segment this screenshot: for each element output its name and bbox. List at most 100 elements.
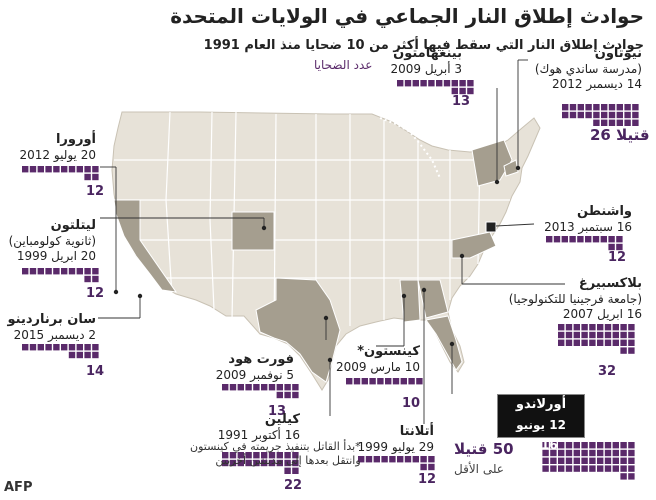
victim-count: 13 <box>268 404 287 419</box>
victim-square-orlando <box>573 442 580 449</box>
victim-square-orlando <box>597 449 604 457</box>
incident-subname: (ثانوية كولومباين) <box>8 234 96 249</box>
incident-date: 10 مارس 2009 <box>336 360 420 375</box>
victim-square-binghamton <box>404 80 412 87</box>
victim-square-orlando <box>542 442 549 449</box>
victim-square-aurora <box>76 166 83 173</box>
victim-square-sanbernardino <box>84 344 91 351</box>
victim-square-newtown <box>585 111 592 119</box>
victim-square-sanbernardino <box>92 351 99 359</box>
victim-square-killeen <box>245 452 252 459</box>
victim-square-littleton <box>92 275 99 283</box>
victim-count: 12 <box>418 472 437 487</box>
victim-square-orlando <box>597 457 604 464</box>
incident-date: 3 أبريل 2009 <box>390 62 462 77</box>
victim-square-killeen <box>284 459 291 467</box>
incident-date: 20 يوليو 2012 <box>19 148 96 163</box>
victim-square-orlando <box>565 457 573 464</box>
victim-square-atlanta <box>381 456 388 463</box>
victim-square-killeen <box>245 459 252 467</box>
incident-binghamton: بينغهامتون 3 أبريل 2009 <box>390 46 462 77</box>
victim-square-binghamton <box>428 80 435 87</box>
victim-square-kinston <box>385 378 392 385</box>
victim-square-littleton <box>76 268 83 275</box>
victim-square-blacksburg <box>573 324 580 331</box>
victim-square-newtown <box>624 119 631 126</box>
colorado-state <box>231 211 275 251</box>
victim-square-sanbernardino <box>76 351 83 359</box>
victim-square-newtown <box>608 111 616 119</box>
victim-square-littleton <box>92 268 99 275</box>
connecticut-state <box>503 159 519 177</box>
victim-square-littleton <box>84 275 91 283</box>
victim-square-blacksburg <box>581 324 588 331</box>
victim-square-killeen <box>253 459 260 467</box>
victim-square-orlando <box>604 465 612 472</box>
victim-square-forthood <box>276 384 283 391</box>
incident-name: كيلين <box>264 412 300 427</box>
victim-square-orlando <box>542 457 549 464</box>
victim-square-orlando <box>597 465 604 472</box>
victim-square-orlando <box>550 457 557 464</box>
incident-name: أورلاندو <box>515 397 567 412</box>
victim-square-binghamton <box>467 80 474 87</box>
victim-square-orlando <box>620 457 627 464</box>
incident-kinston: كينستون* 10 مارس 2009 <box>336 344 420 375</box>
incident-date: 5 نوفمبر 2009 <box>215 368 294 383</box>
florida-state <box>425 315 463 371</box>
subtitle: حوادث إطلاق النار التي سقط فيها أكثر من … <box>203 38 644 53</box>
victim-square-blacksburg <box>581 331 588 339</box>
incident-subname: (مدرسة ساندي هوك) <box>534 62 642 77</box>
victim-square-newtown <box>616 111 623 119</box>
victim-square-orlando <box>565 442 573 449</box>
victim-square-orlando <box>628 457 635 464</box>
victim-square-sanbernardino <box>37 344 44 351</box>
victim-square-aurora <box>84 173 91 181</box>
victim-square-blacksburg <box>620 347 627 354</box>
victim-square-killeen <box>292 459 299 467</box>
incident-name: بلاكسبيرغ <box>578 276 642 291</box>
victim-square-forthood <box>268 384 276 391</box>
victim-square-littleton <box>22 268 29 275</box>
victim-square-atlanta <box>389 456 396 463</box>
incident-date: 16 سبتمبر 2013 <box>544 220 632 235</box>
victim-square-washington <box>569 236 576 243</box>
victim-square-killeen <box>237 459 244 467</box>
victim-square-orlando <box>558 465 565 472</box>
victim-square-orlando <box>550 449 557 457</box>
alabama-state <box>399 279 421 323</box>
victim-square-kinston <box>377 378 384 385</box>
victim-count: 13 <box>452 94 471 109</box>
victim-square-washington <box>600 236 607 243</box>
victim-square-atlanta <box>365 456 373 463</box>
victim-square-blacksburg <box>612 324 619 331</box>
victim-square-kinston <box>408 378 415 385</box>
victim-square-kinston <box>346 378 353 385</box>
incident-date: 20 ابريل 1999 <box>16 249 96 264</box>
victim-square-washington <box>561 236 568 243</box>
victim-square-sanbernardino <box>76 344 83 351</box>
victim-square-orlando <box>581 442 588 449</box>
victim-square-binghamton <box>459 87 466 95</box>
victim-square-orlando <box>589 457 596 464</box>
incident-name: سان برناردينو <box>7 312 96 327</box>
incident-name: أورورا <box>55 132 96 147</box>
victim-square-washington <box>608 236 615 243</box>
victim-square-sanbernardino <box>61 344 68 351</box>
victim-bars <box>22 80 639 480</box>
victim-square-washington <box>608 243 615 251</box>
incident-atlanta: أتلانتا 29 يوليو 1999 <box>358 424 434 455</box>
victim-square-blacksburg <box>604 339 612 346</box>
incident-date: 2 ديسمبر 2015 <box>13 328 96 343</box>
victim-count: 14 <box>86 364 105 379</box>
victim-square-atlanta <box>420 463 427 471</box>
incident-aurora: أورورا 20 يوليو 2012 <box>20 132 96 163</box>
incident-sanbernardino: سان برناردينو 2 ديسمبر 2015 <box>7 312 96 343</box>
victim-square-blacksburg <box>573 331 580 339</box>
victim-square-atlanta <box>358 456 365 463</box>
virginia-state <box>451 231 497 259</box>
victim-square-forthood <box>276 391 283 399</box>
victim-square-orlando <box>558 457 565 464</box>
victim-square-orlando <box>565 465 573 472</box>
victim-square-newtown <box>562 111 569 119</box>
